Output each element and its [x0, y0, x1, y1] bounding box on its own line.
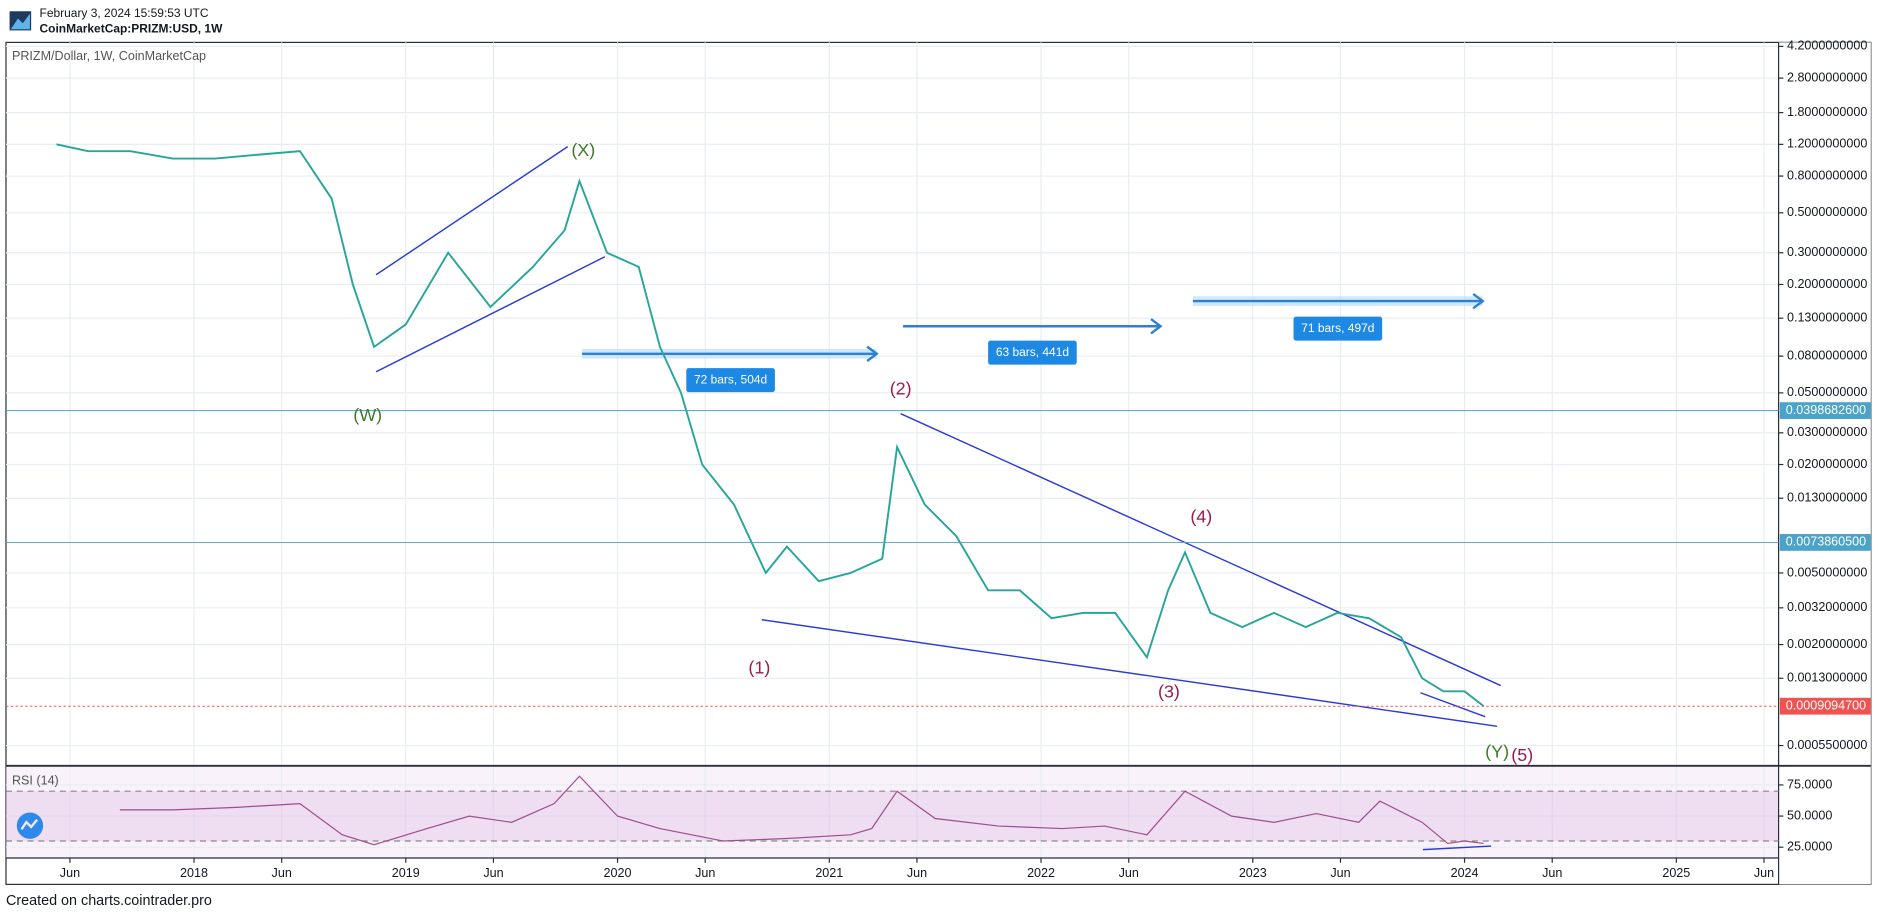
trend-lines: [375, 145, 1502, 851]
y-tick-label: 0.0800000000: [1787, 348, 1867, 362]
y-tick-label: 50.0000: [1787, 808, 1832, 822]
measure-box: [686, 368, 775, 393]
y-tick-label: 0.0032000000: [1787, 600, 1867, 614]
x-tick-label: 2018: [180, 866, 208, 880]
price-label-box: [1779, 697, 1871, 715]
trend-line: [761, 618, 1498, 727]
y-tick-label: 1.8000000000: [1787, 105, 1867, 119]
price-label: 0.0009094700: [1786, 699, 1866, 713]
x-tick-label: Jun: [1542, 866, 1562, 880]
timestamp: February 3, 2024 15:59:53 UTC: [40, 6, 209, 20]
series-line: [56, 143, 1485, 707]
y-tick-label: 2.8000000000: [1787, 70, 1867, 84]
wave-label: (3): [1158, 681, 1180, 701]
wave-label: (2): [890, 378, 912, 398]
wave-label: (5): [1511, 745, 1533, 765]
measure-box: [1293, 316, 1383, 341]
x-tick-label: 2024: [1451, 866, 1479, 880]
y-tick-label: 0.1300000000: [1787, 310, 1867, 324]
y-tick-label: 0.0013000000: [1787, 671, 1867, 685]
y-tick-label: 0.3000000000: [1787, 245, 1867, 259]
price-label: 0.0398682600: [1786, 403, 1866, 417]
trend-line: [1420, 692, 1486, 718]
arrow-head: [1150, 318, 1163, 335]
measure-box: [988, 340, 1077, 365]
footer: Created on charts.cointrader.pro: [6, 893, 212, 909]
arrow-head: [1472, 292, 1485, 310]
x-tick-label: 2022: [1027, 866, 1055, 880]
y-tick-label: 0.8000000000: [1787, 168, 1867, 182]
wave-label: (4): [1190, 507, 1212, 527]
y-tick-label: 4.2000000000: [1787, 39, 1867, 53]
price-label-box: [1779, 534, 1871, 551]
y-tick-label: 0.0020000000: [1787, 637, 1867, 651]
x-tick-label: Jun: [1754, 866, 1774, 880]
arrow-head: [866, 345, 879, 362]
pane-title: PRIZM/Dollar, 1W, CoinMarketCap: [12, 49, 206, 63]
measure-arrows: [582, 292, 1485, 362]
y-tick-label: 0.0130000000: [1787, 491, 1867, 505]
wave-label: (X): [571, 140, 595, 160]
y-tick-label: 75.0000: [1787, 777, 1832, 791]
trend-line: [375, 145, 569, 276]
x-tick-label: Jun: [1119, 866, 1139, 880]
x-tick-label: 2025: [1662, 866, 1690, 880]
y-tick-label: 0.5000000000: [1787, 205, 1867, 219]
y-tick-label: 1.2000000000: [1787, 137, 1867, 151]
y-tick-label: 0.0050000000: [1787, 565, 1867, 579]
measure-label: 72 bars, 504d: [694, 372, 767, 386]
logo: [9, 11, 32, 31]
symbol: CoinMarketCap:PRIZM:USD, 1W: [40, 21, 224, 35]
x-tick-label: 2021: [815, 866, 843, 880]
x-tick-label: 2019: [392, 866, 420, 880]
measure-label: 71 bars, 497d: [1301, 321, 1374, 335]
y-tick-label: 25.0000: [1787, 840, 1832, 854]
pane-title: RSI (14): [12, 774, 59, 788]
y-tick-label: 0.2000000000: [1787, 277, 1867, 291]
y-tick-label: 0.0005500000: [1787, 738, 1867, 752]
x-tick-label: Jun: [907, 866, 927, 880]
trend-line: [375, 256, 606, 373]
price-label: 0.0073860500: [1786, 535, 1866, 549]
wave-label: (Y): [1485, 741, 1509, 761]
x-tick-label: Jun: [272, 866, 292, 880]
rsi-icon: [16, 812, 44, 839]
x-tick-label: Jun: [60, 866, 80, 880]
series-line: [119, 775, 1484, 846]
x-tick-label: Jun: [1330, 866, 1350, 880]
y-tick-label: 0.0200000000: [1787, 457, 1867, 471]
x-tick-label: Jun: [483, 866, 503, 880]
x-tick-label: 2020: [604, 866, 632, 880]
wave-label: (W): [353, 405, 382, 425]
trend-line: [900, 413, 1502, 687]
y-tick-label: 0.0500000000: [1787, 385, 1867, 399]
wave-label: (1): [748, 658, 770, 678]
y-tick-label: 0.0300000000: [1787, 425, 1867, 439]
price-label-box: [1779, 402, 1871, 419]
price-axis: [1778, 42, 1871, 885]
x-tick-label: 2023: [1239, 866, 1267, 880]
x-tick-label: Jun: [695, 866, 715, 880]
trend-line: [1422, 845, 1492, 851]
rsi-band: [5, 791, 1779, 841]
measure-label: 63 bars, 441d: [996, 345, 1069, 359]
